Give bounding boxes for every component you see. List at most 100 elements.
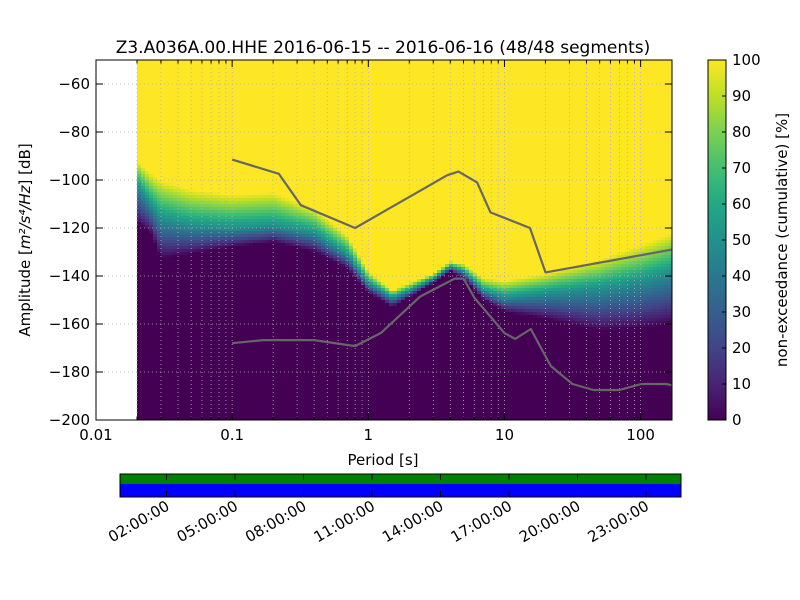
heatmap-cell bbox=[252, 207, 258, 211]
heatmap-cell bbox=[180, 120, 186, 124]
heatmap-cell bbox=[136, 147, 142, 151]
heatmap-cell bbox=[296, 237, 302, 241]
heatmap-cell bbox=[200, 300, 206, 304]
heatmap-cell bbox=[196, 222, 202, 226]
heatmap-cell bbox=[136, 252, 142, 256]
heatmap-cell bbox=[144, 411, 150, 415]
heatmap-cell bbox=[152, 306, 158, 310]
heatmap-cell bbox=[160, 309, 166, 313]
heatmap-cell bbox=[276, 105, 282, 109]
heatmap-cell bbox=[164, 357, 170, 361]
heatmap-cell bbox=[224, 129, 230, 133]
heatmap-cell bbox=[136, 72, 142, 76]
heatmap-cell bbox=[184, 405, 190, 409]
heatmap-cell bbox=[156, 375, 162, 379]
heatmap-cell bbox=[288, 204, 294, 208]
heatmap-cell bbox=[180, 150, 186, 154]
heatmap-cell bbox=[252, 351, 258, 355]
heatmap-cell bbox=[252, 366, 258, 370]
heatmap-cell bbox=[160, 327, 166, 331]
heatmap-cell bbox=[264, 93, 270, 97]
heatmap-cell bbox=[296, 351, 302, 355]
heatmap-cell bbox=[300, 129, 306, 133]
heatmap-cell bbox=[156, 90, 162, 94]
heatmap-cell bbox=[240, 399, 246, 403]
heatmap-cell bbox=[232, 117, 238, 121]
heatmap-cell bbox=[152, 339, 158, 343]
heatmap-cell bbox=[220, 321, 226, 325]
heatmap-cell bbox=[256, 348, 262, 352]
heatmap-cell bbox=[148, 321, 154, 325]
heatmap-cell bbox=[212, 411, 218, 415]
heatmap-cell bbox=[272, 225, 278, 229]
heatmap-cell bbox=[256, 321, 262, 325]
heatmap-cell bbox=[256, 144, 262, 148]
heatmap-cell bbox=[252, 174, 258, 178]
heatmap-cell bbox=[240, 237, 246, 241]
heatmap-cell bbox=[172, 240, 178, 244]
heatmap-cell bbox=[152, 282, 158, 286]
heatmap-cell bbox=[136, 291, 142, 295]
heatmap-cell bbox=[168, 177, 174, 181]
heatmap-cell bbox=[232, 339, 238, 343]
heatmap-cell bbox=[152, 213, 158, 217]
heatmap-cell bbox=[196, 153, 202, 157]
heatmap-cell bbox=[176, 378, 182, 382]
heatmap-cell bbox=[224, 108, 230, 112]
heatmap-cell bbox=[296, 219, 302, 223]
heatmap-cell bbox=[212, 402, 218, 406]
heatmap-cell bbox=[148, 339, 154, 343]
heatmap-cell bbox=[272, 348, 278, 352]
heatmap-cell bbox=[240, 123, 246, 127]
heatmap-cell bbox=[208, 393, 214, 397]
heatmap-cell bbox=[204, 294, 210, 298]
heatmap-cell bbox=[232, 234, 238, 238]
heatmap-cell bbox=[212, 318, 218, 322]
heatmap-cell bbox=[256, 303, 262, 307]
heatmap-cell bbox=[196, 114, 202, 118]
heatmap-cell bbox=[292, 213, 298, 217]
heatmap-cell bbox=[292, 192, 298, 196]
heatmap-cell bbox=[160, 171, 166, 175]
heatmap-cell bbox=[280, 159, 286, 163]
heatmap-cell bbox=[264, 219, 270, 223]
heatmap-cell bbox=[168, 336, 174, 340]
heatmap-cell bbox=[296, 360, 302, 364]
heatmap-cell bbox=[136, 285, 142, 289]
heatmap-cell bbox=[244, 336, 250, 340]
heatmap-cell bbox=[168, 153, 174, 157]
heatmap-cell bbox=[168, 378, 174, 382]
heatmap-cell bbox=[160, 102, 166, 106]
heatmap-cell bbox=[172, 252, 178, 256]
heatmap-cell bbox=[252, 102, 258, 106]
heatmap-cell bbox=[200, 306, 206, 310]
heatmap-cell bbox=[224, 69, 230, 73]
heatmap-cell bbox=[256, 138, 262, 142]
heatmap-cell bbox=[272, 96, 278, 100]
heatmap-cell bbox=[268, 348, 274, 352]
heatmap-cell bbox=[252, 105, 258, 109]
heatmap-cell bbox=[208, 201, 214, 205]
heatmap-cell bbox=[244, 96, 250, 100]
heatmap-cell bbox=[216, 261, 222, 265]
heatmap-cell bbox=[160, 408, 166, 412]
heatmap-cell bbox=[184, 303, 190, 307]
heatmap-cell bbox=[276, 213, 282, 217]
heatmap-cell bbox=[224, 93, 230, 97]
heatmap-column bbox=[292, 60, 298, 420]
heatmap-cell bbox=[292, 354, 298, 358]
heatmap-cell bbox=[172, 306, 178, 310]
heatmap-cell bbox=[140, 333, 146, 337]
heatmap-cell bbox=[188, 381, 194, 385]
heatmap-cell bbox=[256, 171, 262, 175]
heatmap-cell bbox=[232, 165, 238, 169]
heatmap-cell bbox=[248, 285, 254, 289]
heatmap-cell bbox=[280, 93, 286, 97]
heatmap-cell bbox=[184, 177, 190, 181]
heatmap-cell bbox=[232, 213, 238, 217]
heatmap-cell bbox=[148, 216, 154, 220]
heatmap-cell bbox=[184, 387, 190, 391]
heatmap-cell bbox=[184, 375, 190, 379]
heatmap-cell bbox=[172, 390, 178, 394]
heatmap-cell bbox=[272, 237, 278, 241]
